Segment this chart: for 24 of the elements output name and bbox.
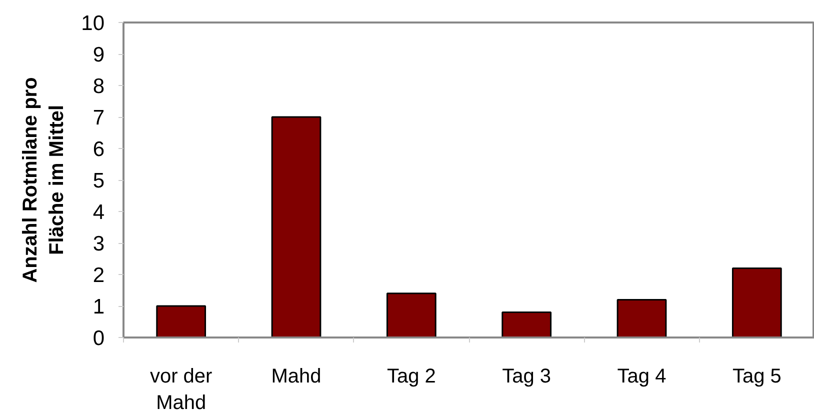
x-tick-label: Tag 4 [617,366,666,388]
y-tick-label: 4 [92,201,105,224]
y-tick-label: 2 [92,264,105,287]
bar [502,312,552,338]
x-tick-label: Mahd [271,366,322,388]
y-tick-label: 7 [92,106,105,130]
y-tick-label: 10 [81,12,104,35]
y-tick-label: 3 [92,232,105,256]
bar [732,267,782,338]
x-tick-label: vor der Mahd [150,366,213,414]
bar [386,292,436,338]
y-tick-label: 8 [92,75,105,98]
bar [271,116,322,338]
y-tick-label: 9 [92,44,105,66]
y-tick-label: 5 [92,170,105,192]
y-axis-title: Anzahl Rotmilane pro Fläche im Mittel [20,77,68,283]
bar [156,305,206,338]
y-tick-label: 6 [92,138,105,161]
x-tick-label: Tag 3 [502,366,552,388]
bar [616,298,667,338]
y-tick-label: 1 [92,296,105,318]
x-tick-label: Tag 2 [386,366,436,388]
y-tick-label: 0 [92,327,105,350]
x-tick-label: Tag 5 [732,366,782,388]
